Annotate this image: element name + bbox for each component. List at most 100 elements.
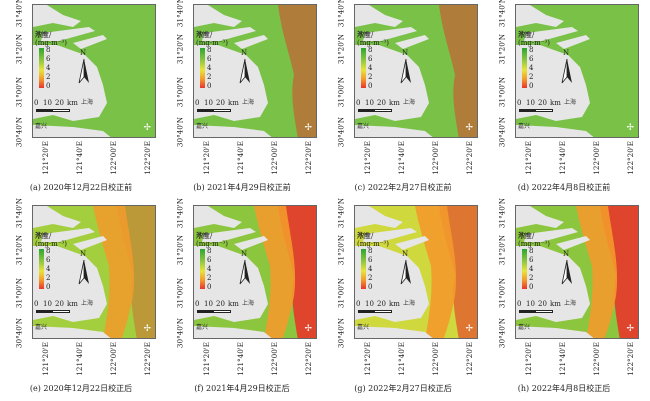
place-label-shanghai: 上海 bbox=[81, 300, 94, 307]
lat-label: 31°40'N bbox=[175, 197, 185, 229]
legend-tick: 6 bbox=[529, 55, 534, 63]
changxing-island bbox=[73, 236, 107, 250]
scale-label: 20 bbox=[538, 300, 547, 308]
lon-label: 122°00'E bbox=[109, 342, 118, 376]
lon-label: 121°20'E bbox=[363, 141, 372, 175]
place-label-jiaxing: 嘉兴 bbox=[518, 324, 531, 331]
changxing-island bbox=[395, 236, 429, 250]
lat-label: 31°40'N bbox=[497, 197, 507, 229]
shanghai-land bbox=[33, 45, 107, 121]
scale-label: 20 bbox=[377, 99, 386, 107]
legend-unit: (mg·m⁻³) bbox=[518, 240, 550, 248]
lon-label: 122°00'E bbox=[592, 342, 601, 376]
scale-bar-graphic bbox=[197, 310, 231, 313]
lon-label: 122°00'E bbox=[270, 342, 279, 376]
lon-label: 122°00'E bbox=[109, 141, 118, 175]
lon-label: 121°40'E bbox=[236, 141, 245, 175]
latitude-labels: 31°40'N 31°20'N 31°00'N 30°40'N bbox=[489, 198, 515, 348]
lon-label: 122°20'E bbox=[143, 141, 152, 175]
north-label: N bbox=[80, 49, 87, 57]
scale-label: 20 bbox=[55, 99, 64, 107]
legend-tick: 8 bbox=[46, 247, 51, 255]
north-bank-land bbox=[355, 5, 403, 27]
lon-label: 121°40'E bbox=[558, 141, 567, 175]
legend-tick: 4 bbox=[368, 265, 373, 273]
legend-unit: (mg·m⁻³) bbox=[35, 39, 67, 47]
south-bank-land bbox=[33, 326, 111, 338]
lon-label: 121°40'E bbox=[397, 342, 406, 376]
scale-label: 0 bbox=[356, 300, 361, 308]
changxing-island bbox=[234, 35, 268, 49]
scale-label: km bbox=[389, 99, 400, 107]
place-label-jiaxing: 嘉兴 bbox=[357, 123, 370, 130]
scale-label: 10 bbox=[526, 99, 535, 107]
legend-title: 浓度/ (mg·m⁻³) bbox=[196, 232, 228, 248]
chongming-island bbox=[41, 228, 95, 242]
lat-label: 31°40'N bbox=[14, 197, 24, 229]
legend-tick: 4 bbox=[529, 265, 534, 273]
place-label-suzhou: 苏州 bbox=[196, 232, 209, 239]
chongming-island bbox=[202, 228, 256, 242]
map-panel-h: 31°40'N 31°20'N 31°00'N 30°40'N 苏州 上海 嘉兴… bbox=[489, 198, 639, 397]
north-label: N bbox=[402, 49, 409, 57]
place-label-shanghai: 上海 bbox=[403, 99, 416, 106]
legend-color-bar bbox=[522, 48, 527, 88]
map-raster bbox=[516, 5, 638, 137]
scale-label: 20 bbox=[55, 300, 64, 308]
scale-label: 0 bbox=[195, 99, 200, 107]
scale-label: km bbox=[550, 300, 561, 308]
legend-tick: 4 bbox=[368, 64, 373, 72]
north-label: N bbox=[563, 49, 570, 57]
legend-tick: 2 bbox=[207, 274, 212, 282]
north-arrow-icon bbox=[239, 259, 250, 285]
high-concentration-zone bbox=[278, 5, 316, 137]
place-label-suzhou: 苏州 bbox=[518, 31, 531, 38]
land-emblem-icon: ✢ bbox=[143, 123, 151, 133]
lat-label: 30°40'N bbox=[14, 116, 24, 148]
legend-title: 浓度/ (mg·m⁻³) bbox=[196, 31, 228, 47]
legend-tick: 8 bbox=[529, 46, 534, 54]
legend-tick: 4 bbox=[46, 265, 51, 273]
changxing-island bbox=[234, 236, 268, 250]
lon-label: 122°00'E bbox=[431, 141, 440, 175]
legend-tick: 2 bbox=[207, 73, 212, 81]
longitude-labels: 121°20'E 121°40'E 122°00'E 122°20'E bbox=[515, 138, 639, 178]
scale-bar-graphic bbox=[358, 310, 392, 313]
lon-label: 122°20'E bbox=[304, 342, 313, 376]
scale-label: 10 bbox=[43, 99, 52, 107]
legend-color-bar bbox=[39, 249, 44, 289]
north-bank-land bbox=[355, 206, 403, 228]
lon-label: 121°20'E bbox=[363, 342, 372, 376]
chlorophyll-map: 苏州 上海 嘉兴 浓度/ (mg·m⁻³) 8 6 4 2 0 N 0 10 2… bbox=[515, 205, 639, 339]
lon-label: 121°20'E bbox=[202, 141, 211, 175]
south-bank-land bbox=[516, 326, 594, 338]
place-label-jiaxing: 嘉兴 bbox=[196, 324, 209, 331]
longitude-labels: 121°20'E 121°40'E 122°00'E 122°20'E bbox=[32, 138, 156, 178]
lon-label: 122°20'E bbox=[626, 342, 635, 376]
legend-tick: 6 bbox=[368, 256, 373, 264]
legend-title: 浓度/ (mg·m⁻³) bbox=[35, 232, 67, 248]
legend-color-bar bbox=[200, 48, 205, 88]
lon-label: 122°00'E bbox=[431, 342, 440, 376]
land-emblem-icon: ✢ bbox=[465, 324, 473, 334]
legend-tick: 0 bbox=[529, 82, 534, 90]
north-label: N bbox=[563, 250, 570, 258]
north-label: N bbox=[241, 250, 248, 258]
lon-label: 121°40'E bbox=[397, 141, 406, 175]
scale-label: 10 bbox=[204, 300, 213, 308]
scale-label: 0 bbox=[356, 99, 361, 107]
legend-title-line: 浓度/ bbox=[357, 232, 374, 240]
place-label-suzhou: 苏州 bbox=[518, 232, 531, 239]
place-label-suzhou: 苏州 bbox=[35, 31, 48, 38]
north-label: N bbox=[402, 250, 409, 258]
scale-label: 20 bbox=[538, 99, 547, 107]
legend-tick: 8 bbox=[46, 46, 51, 54]
lon-label: 122°00'E bbox=[592, 141, 601, 175]
north-arrow-icon bbox=[561, 58, 572, 84]
map-panel-g: 31°40'N 31°20'N 31°00'N 30°40'N 苏州 上海 嘉兴… bbox=[328, 198, 478, 397]
lat-label: 31°20'N bbox=[336, 33, 346, 65]
place-label-suzhou: 苏州 bbox=[357, 31, 370, 38]
panel-caption: (g) 2022年2月27日校正后 bbox=[354, 384, 452, 393]
changxing-island bbox=[556, 35, 590, 49]
shanghai-land bbox=[194, 45, 268, 121]
